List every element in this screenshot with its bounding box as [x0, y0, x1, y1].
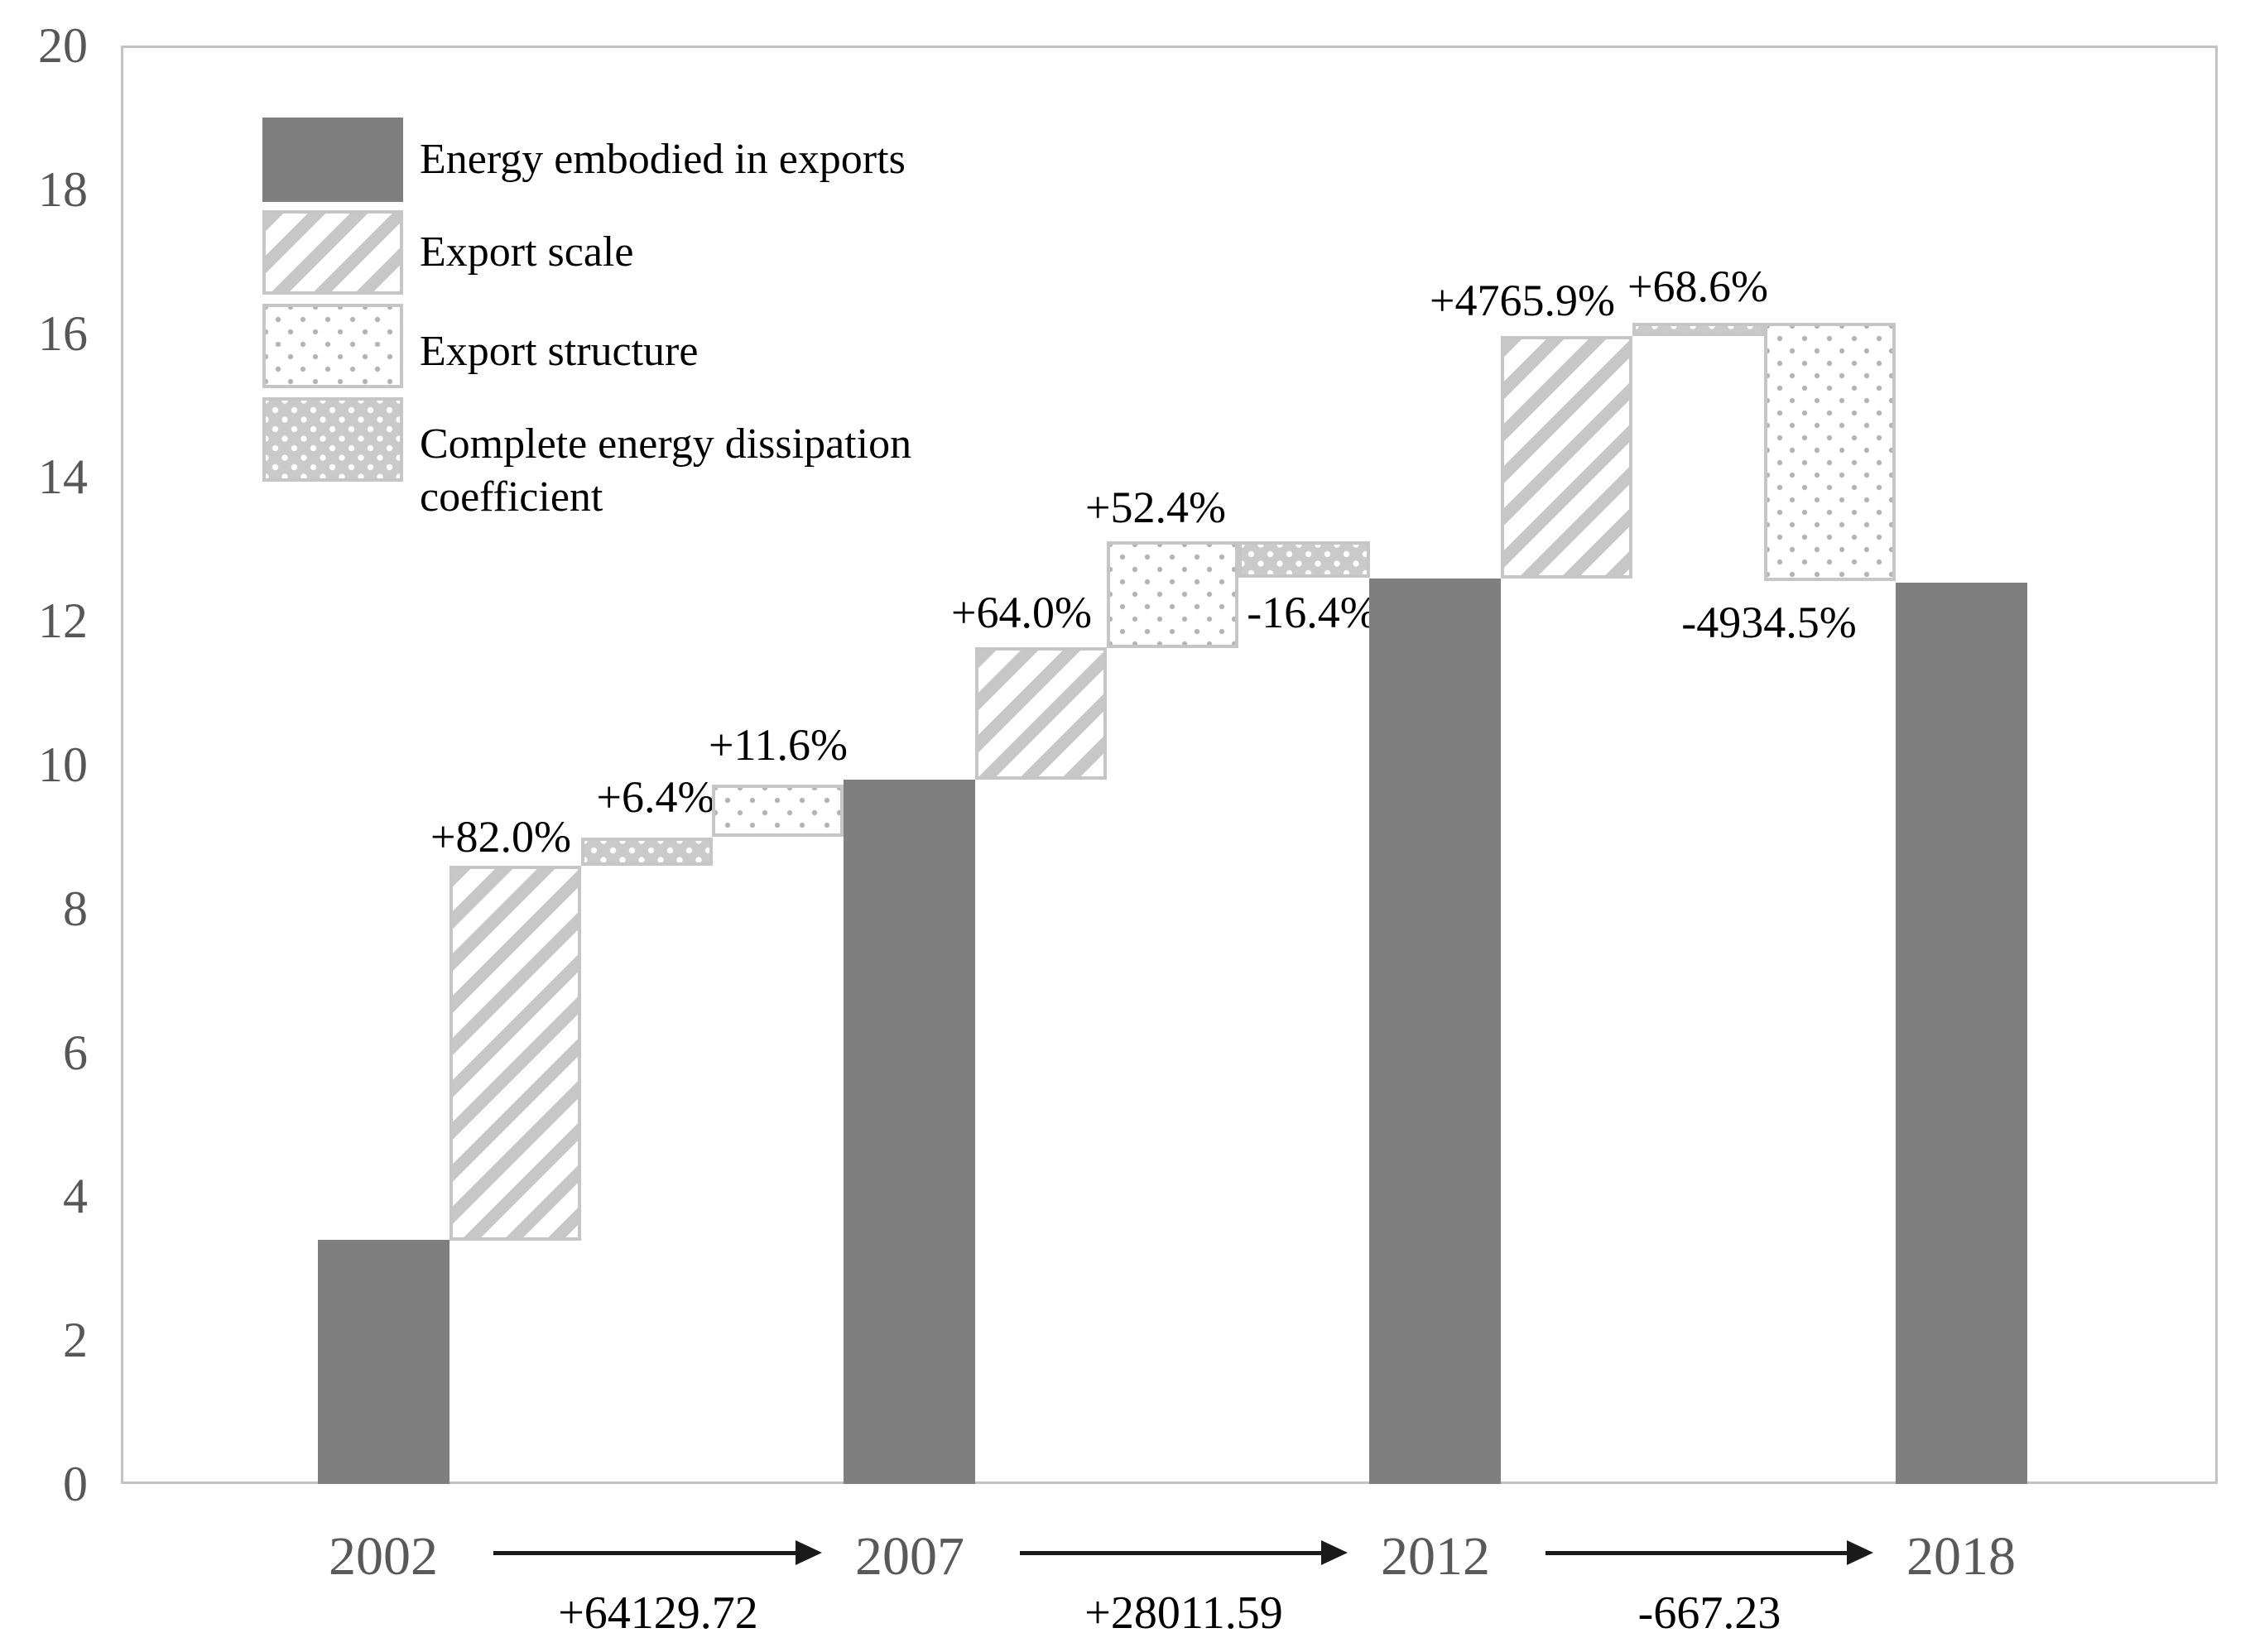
bar-2007	[844, 780, 975, 1484]
y-tick-label: 6	[63, 1025, 88, 1080]
transition-arrowhead-icon	[1321, 1540, 1348, 1565]
legend-label-complete-energy-dissipation-coefficient: Complete energy dissipation coefficient	[420, 420, 912, 521]
bar-complete-energy-dissipation-coefficient-2	[581, 838, 713, 866]
pct-label-complete-energy-dissipation-coefficient-7: -16.4%	[1247, 588, 1377, 637]
bar-export-scale-5	[975, 647, 1107, 780]
transition-arrowhead-icon	[796, 1540, 822, 1565]
pct-label-export-structure-6: +52.4%	[1085, 483, 1226, 532]
x-axis-label-2012: 2012	[1381, 1526, 1490, 1587]
bar-2012	[1369, 579, 1501, 1484]
y-tick-label: 2	[63, 1313, 88, 1367]
transition-arrowhead-icon	[1847, 1540, 1873, 1565]
y-tick-label: 8	[63, 881, 88, 936]
transition-total-label: +64129.72	[558, 1587, 758, 1639]
bar-export-structure-11	[1764, 323, 1896, 581]
plot-area	[121, 46, 2218, 1484]
bar-export-structure-3	[712, 785, 844, 837]
legend-swatch-energy-embodied-in-exports	[262, 118, 403, 202]
legend-label-energy-embodied-in-exports: Energy embodied in exports	[420, 136, 906, 183]
transition-arrow	[1020, 1551, 1324, 1555]
transition-total-label: -667.23	[1637, 1587, 1781, 1639]
bar-export-structure-6	[1107, 541, 1238, 648]
y-tick-label: 16	[38, 306, 88, 361]
legend-swatch-export-structure	[262, 304, 403, 388]
x-axis-label-2007: 2007	[855, 1526, 964, 1587]
y-tick-label: 14	[38, 449, 88, 504]
bar-2002	[318, 1240, 449, 1484]
y-tick-label: 0	[63, 1457, 88, 1511]
y-tick-label: 12	[38, 593, 88, 648]
pct-label-export-scale-5: +64.0%	[951, 588, 1092, 637]
pct-label-export-scale-9: +4765.9%	[1430, 276, 1615, 325]
y-tick-label: 10	[38, 737, 88, 792]
y-tick-label: 4	[63, 1169, 88, 1223]
bar-complete-energy-dissipation-coefficient-7	[1238, 541, 1370, 578]
pct-label-complete-energy-dissipation-coefficient-2: +6.4%	[596, 772, 715, 822]
transition-arrow	[1546, 1551, 1850, 1555]
transition-arrow	[493, 1551, 799, 1555]
y-tick-label: 20	[38, 18, 88, 73]
bar-complete-energy-dissipation-coefficient-10	[1632, 323, 1764, 336]
x-axis-label-2002: 2002	[329, 1526, 438, 1587]
bar-export-scale-1	[449, 866, 581, 1241]
x-axis-label-2018: 2018	[1906, 1526, 2016, 1587]
legend-swatch-export-scale	[262, 210, 403, 295]
pct-label-export-structure-11: -4934.5%	[1681, 598, 1857, 647]
pct-label-export-structure-3: +11.6%	[709, 720, 848, 770]
bar-2018	[1896, 583, 2027, 1484]
bar-export-scale-9	[1501, 336, 1632, 579]
legend-label-export-scale: Export scale	[420, 228, 634, 276]
legend-label-export-structure: Export structure	[420, 328, 699, 375]
pct-label-export-scale-1: +82.0%	[430, 812, 571, 862]
pct-label-complete-energy-dissipation-coefficient-10: +68.6%	[1627, 262, 1768, 311]
y-tick-label: 18	[38, 162, 88, 217]
transition-total-label: +28011.59	[1084, 1587, 1283, 1639]
legend-swatch-complete-energy-dissipation-coefficient	[262, 397, 403, 482]
